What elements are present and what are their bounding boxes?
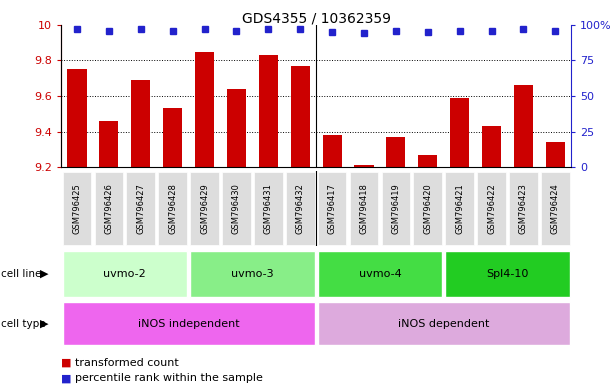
Text: ■: ■ — [61, 373, 71, 383]
Text: ▶: ▶ — [40, 318, 48, 329]
Bar — [259, 55, 278, 167]
FancyBboxPatch shape — [349, 172, 378, 245]
FancyBboxPatch shape — [63, 172, 92, 245]
Text: GSM796429: GSM796429 — [200, 183, 209, 234]
Bar — [386, 137, 406, 167]
Text: GSM796418: GSM796418 — [359, 183, 368, 234]
Text: GSM796428: GSM796428 — [168, 183, 177, 234]
FancyBboxPatch shape — [126, 172, 155, 245]
Bar — [323, 135, 342, 167]
Bar — [419, 155, 437, 167]
Bar — [450, 98, 469, 167]
Bar — [67, 70, 87, 167]
Text: cell type: cell type — [1, 318, 45, 329]
FancyBboxPatch shape — [63, 251, 187, 296]
FancyBboxPatch shape — [509, 172, 538, 245]
Bar — [546, 142, 565, 167]
Bar — [227, 89, 246, 167]
Bar — [482, 126, 501, 167]
Text: uvmo-3: uvmo-3 — [231, 268, 274, 279]
Text: percentile rank within the sample: percentile rank within the sample — [75, 373, 262, 383]
Text: GSM796430: GSM796430 — [232, 183, 241, 234]
FancyBboxPatch shape — [222, 172, 251, 245]
Text: GSM796425: GSM796425 — [73, 183, 81, 234]
Bar — [100, 121, 119, 167]
Text: uvmo-2: uvmo-2 — [103, 268, 146, 279]
Text: GSM796424: GSM796424 — [551, 183, 560, 234]
Text: ▶: ▶ — [40, 268, 48, 279]
Text: transformed count: transformed count — [75, 358, 178, 368]
FancyBboxPatch shape — [445, 172, 474, 245]
FancyBboxPatch shape — [190, 251, 315, 296]
Bar — [195, 51, 214, 167]
FancyBboxPatch shape — [63, 302, 315, 345]
FancyBboxPatch shape — [254, 172, 283, 245]
Text: uvmo-4: uvmo-4 — [359, 268, 401, 279]
Text: GSM796420: GSM796420 — [423, 183, 433, 234]
Bar — [291, 66, 310, 167]
Text: GSM796422: GSM796422 — [487, 183, 496, 234]
Text: GSM796431: GSM796431 — [264, 183, 273, 234]
Text: iNOS independent: iNOS independent — [138, 318, 240, 329]
Text: Spl4-10: Spl4-10 — [486, 268, 529, 279]
FancyBboxPatch shape — [190, 172, 219, 245]
FancyBboxPatch shape — [318, 172, 346, 245]
Bar — [514, 85, 533, 167]
Text: GSM796417: GSM796417 — [327, 183, 337, 234]
Text: GSM796419: GSM796419 — [392, 183, 400, 234]
Bar — [354, 165, 373, 167]
Bar — [163, 108, 182, 167]
Text: GSM796426: GSM796426 — [104, 183, 114, 234]
FancyBboxPatch shape — [541, 172, 569, 245]
FancyBboxPatch shape — [95, 172, 123, 245]
FancyBboxPatch shape — [286, 172, 315, 245]
Text: cell line: cell line — [1, 268, 41, 279]
Text: ■: ■ — [61, 358, 71, 368]
FancyBboxPatch shape — [318, 251, 442, 296]
Text: iNOS dependent: iNOS dependent — [398, 318, 489, 329]
Text: GSM796423: GSM796423 — [519, 183, 528, 234]
Bar — [131, 80, 150, 167]
FancyBboxPatch shape — [381, 172, 410, 245]
FancyBboxPatch shape — [414, 172, 442, 245]
Text: GSM796427: GSM796427 — [136, 183, 145, 234]
FancyBboxPatch shape — [158, 172, 187, 245]
Text: GSM796432: GSM796432 — [296, 183, 305, 234]
FancyBboxPatch shape — [318, 302, 569, 345]
Text: GSM796421: GSM796421 — [455, 183, 464, 234]
FancyBboxPatch shape — [445, 251, 569, 296]
Text: GDS4355 / 10362359: GDS4355 / 10362359 — [242, 12, 390, 25]
FancyBboxPatch shape — [477, 172, 506, 245]
